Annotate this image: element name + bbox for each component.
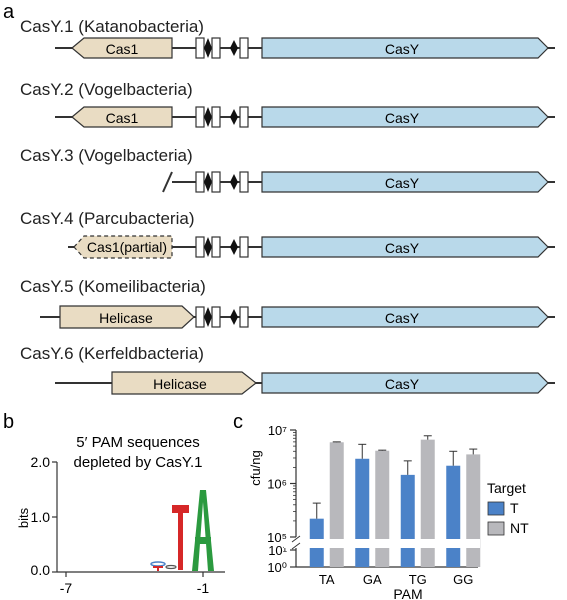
locus-casy-6: CasY.6 (Kerfeldbacteria) Helicase CasY	[20, 344, 555, 395]
panel-c-label: c	[233, 411, 243, 433]
casy-gene-label: CasY	[385, 240, 420, 256]
locus-title: CasY.5 (Komeilibacteria)	[20, 277, 206, 296]
crispr-array	[195, 106, 249, 128]
x-axis-label: PAM	[393, 586, 422, 600]
x-tick-label: TA	[319, 572, 335, 587]
crispr-array	[195, 236, 249, 258]
cas1-gene-label: Cas1	[106, 110, 139, 126]
legend-swatch-t	[487, 501, 505, 516]
locus-casy-2: CasY.2 (Vogelbacteria) Cas1 CasY	[20, 80, 555, 128]
helicase-gene-label: Helicase	[153, 376, 207, 392]
locus-casy-1: CasY.1 (Katanobacteria) Cas1 CasY	[20, 17, 555, 59]
cas1-gene-label: Cas1	[106, 41, 139, 57]
logo-letter-a	[192, 490, 214, 571]
crispr-array	[195, 171, 249, 193]
locus-casy-3: CasY.3 (Vogelbacteria) CasY	[20, 146, 555, 193]
panel-b-ytick: 0.0	[31, 562, 51, 578]
panel-a-label: a	[3, 1, 15, 23]
legend-swatch-nt	[487, 521, 505, 536]
locus-title: CasY.2 (Vogelbacteria)	[20, 80, 193, 99]
y-tick-label: 10¹	[268, 543, 287, 558]
casy-gene	[261, 236, 549, 258]
logo-letter-a-text: A	[0, 0, 1, 1]
bar-chart: 10⁵ 10⁶ 10⁷ 10⁰ 10¹ TA GA TG GG	[267, 423, 481, 587]
contig-break	[162, 171, 173, 193]
casy-gene-label: CasY	[385, 110, 420, 126]
panel-b-ytick: 2.0	[31, 454, 51, 470]
panel-b-label: b	[3, 411, 14, 433]
panel-b-ylabel: bits	[16, 507, 31, 528]
panel-b-ytick: 1.0	[31, 509, 51, 525]
locus-casy-5: CasY.5 (Komeilibacteria) Helicase CasY	[20, 277, 555, 329]
locus-title: CasY.4 (Parcubacteria)	[20, 209, 195, 228]
locus-title: CasY.1 (Katanobacteria)	[20, 17, 204, 36]
locus-casy-4: CasY.4 (Parcubacteria) Cas1(partial) Cas…	[20, 209, 555, 259]
helicase-gene	[111, 371, 257, 395]
bar-nt	[466, 454, 481, 567]
helicase-gene	[59, 305, 195, 329]
y-tick-label: 10⁷	[268, 423, 287, 438]
axis-break	[284, 539, 480, 548]
legend-label-nt: NT	[510, 520, 529, 536]
bar-nt	[329, 442, 344, 567]
bar-nt	[420, 439, 435, 567]
locus-title: CasY.3 (Vogelbacteria)	[20, 146, 193, 165]
panel-b-title-line1: 5′ PAM sequences	[76, 434, 199, 451]
casy-gene-label: CasY	[385, 41, 420, 57]
bar-t	[355, 458, 370, 567]
y-tick-label: 10⁰	[267, 560, 287, 575]
casy-gene-label: CasY	[385, 310, 420, 326]
axis-break-mark	[291, 542, 301, 550]
casy-gene	[261, 106, 549, 128]
y-tick-label: 10⁶	[267, 477, 287, 492]
cas1-gene	[71, 106, 173, 128]
panel-b-xtick: -1	[197, 580, 210, 596]
locus-title: CasY.6 (Kerfeldbacteria)	[20, 344, 204, 363]
bar-nt	[375, 450, 390, 567]
x-tick-label: TG	[409, 572, 427, 587]
legend-label-t: T	[510, 500, 519, 516]
x-tick-label: GA	[363, 572, 382, 587]
casy-gene	[261, 306, 549, 328]
casy-gene-label: CasY	[385, 376, 420, 392]
crispr-array	[195, 37, 249, 59]
y-tick-label: 10⁵	[267, 530, 287, 545]
casy-gene-label: CasY	[385, 175, 420, 191]
casy-gene	[261, 37, 549, 59]
cas1-gene	[71, 37, 173, 59]
panel-b-xtick: -7	[60, 580, 73, 596]
logo-letter-t	[172, 505, 189, 570]
helicase-gene-label: Helicase	[99, 310, 153, 326]
cas1-partial-gene-label: Cas1(partial)	[87, 239, 167, 255]
casy-gene	[261, 372, 549, 394]
casy-gene	[261, 171, 549, 193]
y-axis-label: cfu/ng	[248, 450, 263, 485]
x-tick-label: GG	[453, 572, 473, 587]
crispr-array	[195, 306, 249, 328]
logo-letter-t-text: T	[0, 0, 1, 1]
legend-title: Target	[487, 480, 526, 496]
bar-t	[446, 465, 461, 567]
panel-b-axes	[52, 461, 225, 577]
bar-t	[400, 474, 415, 567]
logo-minor-letters	[150, 561, 177, 571]
panel-b-title-line2: depleted by CasY.1	[74, 454, 203, 471]
legend: Target T NT	[487, 480, 529, 536]
cas1-partial-gene	[73, 235, 173, 259]
axis-break-mark	[291, 535, 301, 543]
